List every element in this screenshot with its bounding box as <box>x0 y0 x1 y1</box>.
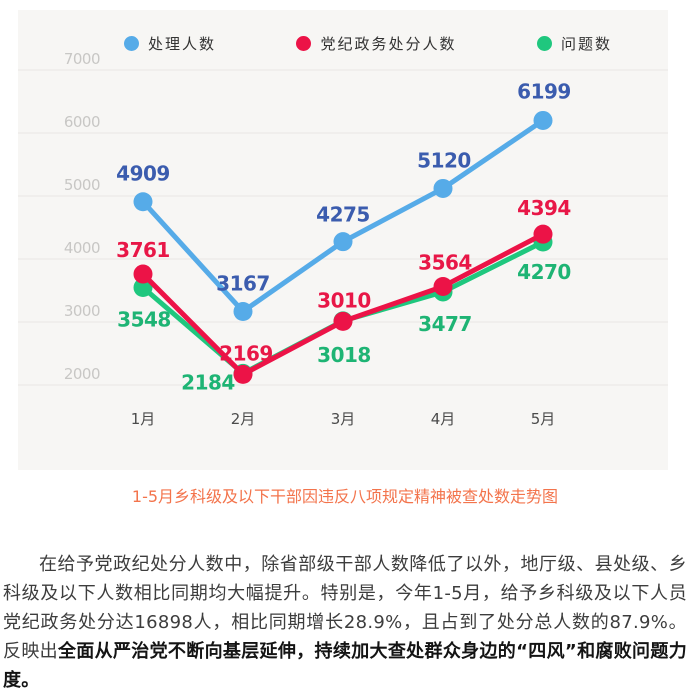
svg-text:5月: 5月 <box>531 410 556 428</box>
svg-text:3548: 3548 <box>117 307 171 331</box>
svg-text:4270: 4270 <box>517 260 571 284</box>
svg-text:4394: 4394 <box>517 196 571 220</box>
svg-text:4000: 4000 <box>64 239 100 257</box>
svg-text:3167: 3167 <box>216 271 270 295</box>
svg-text:3564: 3564 <box>418 250 472 274</box>
legend-dot-blue-icon <box>124 35 139 51</box>
trend-chart-panel: 处理人数 党纪政务处分人数 问题数 7000 6000 5000 4000 3000 20… <box>18 10 668 470</box>
legend-item-problems[interactable]: 问题数 <box>536 33 612 54</box>
legend-label-handled: 处理人数 <box>148 34 217 53</box>
legend-dot-red-icon <box>296 35 312 51</box>
chart-legend: 处理人数 党纪政务处分人数 问题数 <box>18 32 668 54</box>
svg-text:6000: 6000 <box>64 113 100 131</box>
svg-text:3018: 3018 <box>317 343 371 367</box>
svg-text:3月: 3月 <box>331 410 356 428</box>
paragraph-bold-text: 全面从严治党不断向基层延伸，持续加大查处群众身边的“四风”和腐败问题力度。 <box>3 641 688 691</box>
svg-text:4275: 4275 <box>316 203 370 227</box>
svg-text:3761: 3761 <box>116 238 170 262</box>
svg-text:3010: 3010 <box>317 288 371 312</box>
svg-text:2000: 2000 <box>64 365 100 383</box>
svg-text:1月: 1月 <box>131 410 156 428</box>
svg-text:3477: 3477 <box>418 312 472 336</box>
svg-text:7000: 7000 <box>64 50 100 68</box>
legend-label-disciplined: 党纪政务处分人数 <box>320 34 457 53</box>
svg-text:5000: 5000 <box>64 176 100 194</box>
legend-dot-green-icon <box>536 35 552 51</box>
article-page: 处理人数 党纪政务处分人数 问题数 7000 6000 5000 4000 3000 20… <box>3 10 687 691</box>
chart-canvas: 7000 6000 5000 4000 3000 2000 1月 2月 3月 4月 5月 4909 31… <box>18 50 668 428</box>
svg-text:6199: 6199 <box>517 79 571 103</box>
body-paragraph: 在给予党政纪处分人数中，除省部级干部人数降低了以外，地厅级、县处级、乡科级及以下… <box>3 550 687 695</box>
legend-label-problems: 问题数 <box>560 34 612 53</box>
svg-text:2月: 2月 <box>231 410 256 428</box>
paragraph-normal-text: 在给予党政纪处分人数中，除省部级干部人数降低了以外，地厅级、县处级、乡科级及以下… <box>3 554 687 662</box>
svg-text:2184: 2184 <box>181 370 235 394</box>
legend-item-handled[interactable]: 处理人数 <box>124 33 216 54</box>
svg-text:4月: 4月 <box>431 410 456 428</box>
legend-item-disciplined[interactable]: 党纪政务处分人数 <box>296 33 456 54</box>
svg-text:3000: 3000 <box>64 302 100 320</box>
svg-text:4909: 4909 <box>116 162 170 186</box>
chart-caption: 1-5月乡科级及以下干部因违反八项规定精神被查处数走势图 <box>131 487 559 506</box>
svg-text:5120: 5120 <box>417 148 471 172</box>
svg-text:2169: 2169 <box>219 341 273 365</box>
